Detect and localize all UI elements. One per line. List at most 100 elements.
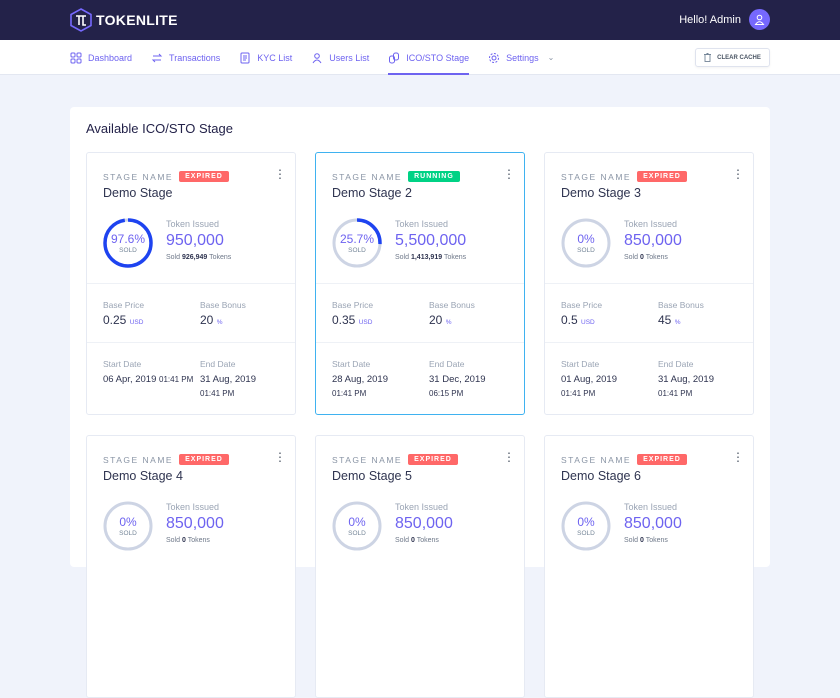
nav-item-label: ICO/STO Stage <box>406 52 470 63</box>
sold-progress-ring <box>561 218 611 268</box>
status-badge: EXPIRED <box>179 171 229 182</box>
sold-percent: 0% <box>348 515 366 529</box>
stage-title: Demo Stage <box>103 186 173 200</box>
stage-card[interactable]: STAGE NAME EXPIRED ⋮ Demo Stage 97.6% SOLD… <box>86 152 296 415</box>
sold-tokens: Sold 926,949 Tokens <box>166 254 232 261</box>
token-issued-value: 850,000 <box>395 515 453 532</box>
coins-icon <box>389 52 400 63</box>
stage-name-label: STAGE NAME <box>561 454 632 465</box>
nav-item-ico-sto-stage[interactable]: ICO/STO Stage <box>388 40 469 75</box>
clear-cache-label: CLEAR CACHE <box>717 54 761 61</box>
more-options-icon[interactable]: ⋮ <box>503 450 515 464</box>
nav-item-label: KYC List <box>257 52 293 63</box>
nav-item-users-list[interactable]: Users List <box>311 40 369 75</box>
base-bonus-label: Base Bonus <box>658 300 704 310</box>
end-date-label: End Date <box>429 359 465 369</box>
more-options-icon[interactable]: ⋮ <box>732 450 744 464</box>
nav-item-transactions[interactable]: Transactions <box>151 40 220 75</box>
logo[interactable]: TOKENLITE <box>70 8 178 32</box>
base-price-value: 0.25 USD <box>103 313 144 327</box>
user-icon <box>754 14 765 25</box>
more-options-icon[interactable]: ⋮ <box>274 167 286 181</box>
nav-item-kyc-list[interactable]: KYC List <box>239 40 292 75</box>
token-issued-value: 850,000 <box>624 232 682 249</box>
sold-label: SOLD <box>348 247 366 254</box>
stage-title: Demo Stage 2 <box>332 186 412 200</box>
clear-cache-button[interactable]: CLEAR CACHE <box>695 48 770 67</box>
start-date-label: Start Date <box>103 359 142 369</box>
stage-title: Demo Stage 5 <box>332 469 412 483</box>
token-issued-label: Token Issued <box>624 502 678 512</box>
sold-tokens: Sold 0 Tokens <box>166 537 210 544</box>
sold-tokens: Sold 0 Tokens <box>624 254 668 261</box>
token-issued-value: 950,000 <box>166 232 224 249</box>
stage-card[interactable]: STAGE NAME EXPIRED ⋮ Demo Stage 6 0% SOLD … <box>544 435 754 698</box>
grid-icon <box>70 52 82 63</box>
start-date-value: 01 Aug, 2019 01:41 PM <box>561 374 617 398</box>
base-price-value: 0.5 USD <box>561 313 595 327</box>
divider <box>316 342 524 343</box>
sold-progress-ring <box>103 218 153 268</box>
more-options-icon[interactable]: ⋮ <box>274 450 286 464</box>
stage-name-label: STAGE NAME <box>103 171 174 182</box>
nav-item-label: Transactions <box>169 52 221 63</box>
gear-icon <box>489 52 500 63</box>
base-bonus-value: 45 % <box>658 313 681 327</box>
end-date-value: 31 Dec, 2019 06:15 PM <box>429 374 486 398</box>
start-date-label: Start Date <box>561 359 600 369</box>
sold-label: SOLD <box>348 530 366 537</box>
sold-label: SOLD <box>577 530 595 537</box>
sold-progress-ring <box>332 218 382 268</box>
divider <box>87 342 295 343</box>
token-issued-label: Token Issued <box>395 502 449 512</box>
stage-name-label: STAGE NAME <box>332 171 403 182</box>
chevron-down-icon: ⌄ <box>547 53 555 62</box>
stage-title: Demo Stage 3 <box>561 186 641 200</box>
stage-card[interactable]: STAGE NAME EXPIRED ⋮ Demo Stage 4 0% SOLD … <box>86 435 296 698</box>
base-price-label: Base Price <box>561 300 603 310</box>
start-date-value: 28 Aug, 2019 01:41 PM <box>332 374 388 398</box>
main-nav: Dashboard Transactions KYC List Users List I… <box>0 40 840 75</box>
more-options-icon[interactable]: ⋮ <box>732 167 744 181</box>
start-date-value: 06 Apr, 2019 01:41 PM <box>103 374 194 385</box>
trash-icon <box>704 53 712 62</box>
sold-label: SOLD <box>119 247 137 254</box>
sold-tokens: Sold 0 Tokens <box>395 537 439 544</box>
divider <box>545 283 753 284</box>
stage-name-label: STAGE NAME <box>103 454 174 465</box>
nav-item-dashboard[interactable]: Dashboard <box>70 40 132 75</box>
status-badge: EXPIRED <box>637 454 687 465</box>
nav-item-label: Users List <box>329 52 370 63</box>
stage-name-label: STAGE NAME <box>561 171 632 182</box>
divider <box>545 342 753 343</box>
stage-card[interactable]: STAGE NAME RUNNING ⋮ Demo Stage 2 25.7% SO… <box>315 152 525 415</box>
sold-percent: 97.6% <box>110 232 146 246</box>
stage-card[interactable]: STAGE NAME EXPIRED ⋮ Demo Stage 5 0% SOLD … <box>315 435 525 698</box>
sold-label: SOLD <box>577 247 595 254</box>
base-bonus-value: 20 % <box>429 313 452 327</box>
more-options-icon[interactable]: ⋮ <box>503 167 515 181</box>
document-icon <box>240 52 250 63</box>
base-bonus-value: 20 % <box>200 313 223 327</box>
divider <box>87 283 295 284</box>
nav-item-label: Dashboard <box>88 52 133 63</box>
end-date-value: 31 Aug, 2019 01:41 PM <box>658 374 714 398</box>
user-avatar[interactable] <box>749 9 770 30</box>
token-issued-label: Token Issued <box>395 219 449 229</box>
sold-tokens: Sold 0 Tokens <box>624 537 668 544</box>
arrows-icon <box>151 53 163 62</box>
greeting: Hello! Admin <box>679 13 741 26</box>
sold-percent: 0% <box>119 515 137 529</box>
status-badge: RUNNING <box>408 171 460 182</box>
divider <box>316 283 524 284</box>
stage-card[interactable]: STAGE NAME EXPIRED ⋮ Demo Stage 3 0% SOLD … <box>544 152 754 415</box>
end-date-label: End Date <box>658 359 694 369</box>
base-bonus-label: Base Bonus <box>200 300 246 310</box>
stage-name-label: STAGE NAME <box>332 454 403 465</box>
base-price-label: Base Price <box>103 300 145 310</box>
nav-item-label: Settings <box>506 52 539 63</box>
nav-item-settings[interactable]: Settings ⌄ <box>488 40 554 75</box>
end-date-value: 31 Aug, 2019 01:41 PM <box>200 374 256 398</box>
top-bar: TOKENLITE Hello! Admin <box>0 0 840 40</box>
brand-name: TOKENLITE <box>96 12 178 28</box>
